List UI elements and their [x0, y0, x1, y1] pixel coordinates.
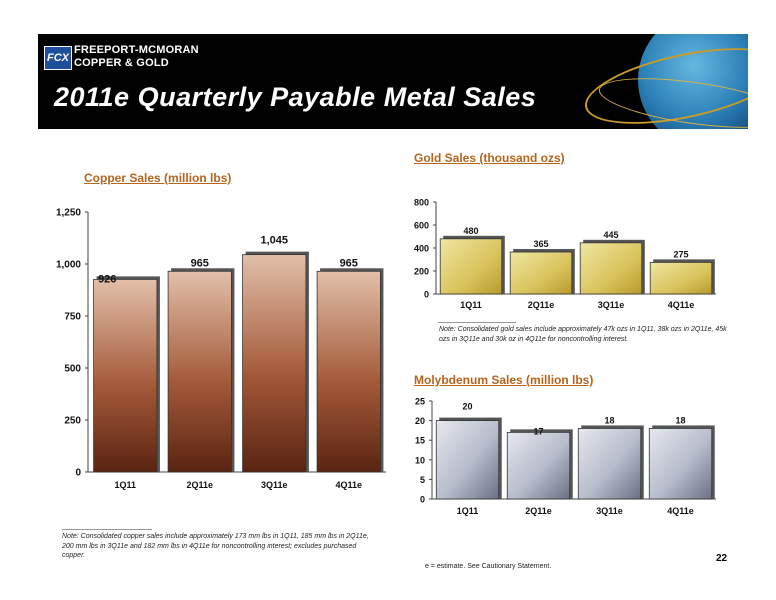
logo-line-2: COPPER & GOLD	[74, 57, 169, 69]
moly-value-label: 18	[604, 415, 614, 425]
gold-y-tick-label: 0	[424, 290, 429, 300]
gold-y-tick-label: 200	[414, 267, 429, 277]
moly-value-label: 18	[675, 415, 685, 425]
moly-y-tick-label: 25	[415, 397, 425, 407]
gold-bar-4Q11e	[649, 261, 713, 295]
moly-value-label: 17	[533, 426, 543, 436]
moly-bar-4Q11e	[648, 428, 713, 500]
copper-category-label: 1Q11	[114, 480, 136, 490]
moly-bar-1Q11	[435, 420, 500, 500]
copper-y-tick-label: 0	[75, 468, 81, 479]
copper-y-tick-label: 500	[64, 364, 81, 375]
moly-y-tick-label: 15	[415, 436, 425, 446]
moly-y-tick-label: 5	[420, 475, 425, 485]
estimate-footnote: e = estimate. See Cautionary Statement.	[425, 563, 552, 570]
copper-bar-4Q11e	[316, 270, 381, 473]
gold-category-label: 4Q11e	[668, 300, 695, 310]
gold-value-label: 480	[463, 226, 478, 236]
moly-chart-title: Molybdenum Sales (million lbs)	[414, 373, 594, 387]
gold-y-tick-label: 600	[414, 221, 429, 231]
copper-y-tick-label: 250	[64, 416, 81, 427]
gold-category-label: 1Q11	[460, 300, 482, 310]
gold-bar-1Q11	[439, 238, 503, 295]
gold-category-label: 2Q11e	[528, 300, 555, 310]
gold-category-label: 3Q11e	[598, 300, 625, 310]
gold-value-label: 445	[603, 230, 618, 240]
moly-bar-2Q11e	[506, 431, 571, 500]
moly-category-label: 4Q11e	[667, 506, 694, 516]
gold-y-tick-label: 400	[414, 244, 429, 254]
moly-value-label: 20	[462, 402, 472, 412]
copper-bar-2Q11e	[167, 270, 232, 473]
gold-value-label: 365	[533, 239, 548, 249]
copper-bar-3Q11e	[242, 254, 307, 473]
company-logo-text: FREEPORT-MCMORAN COPPER & GOLD	[74, 44, 199, 70]
gold-value-label: 275	[673, 249, 688, 259]
gold-sales-chart: 0 200 400 600 800 480 1Q11 365 2Q11e 445 3Q11e 275 4…	[414, 198, 716, 310]
copper-value-label: 926	[98, 273, 116, 285]
gold-note: Note: Consolidated gold sales include ap…	[439, 326, 727, 343]
gold-y-tick-label: 800	[414, 198, 429, 208]
moly-category-label: 1Q11	[457, 506, 479, 516]
copper-value-label: 965	[191, 257, 209, 269]
moly-category-label: 2Q11e	[525, 506, 552, 516]
copper-y-tick-label: 1,000	[56, 260, 81, 271]
moly-y-tick-label: 10	[415, 455, 425, 465]
company-logo-mark: FCX	[44, 46, 72, 70]
gold-note-rule	[438, 322, 516, 323]
copper-category-label: 3Q11e	[261, 480, 288, 490]
copper-value-label: 1,045	[260, 235, 288, 247]
copper-note-rule	[62, 529, 152, 530]
copper-y-tick-label: 750	[64, 312, 81, 323]
gold-bar-3Q11e	[579, 242, 643, 295]
copper-category-label: 4Q11e	[335, 480, 362, 490]
copper-bar-1Q11	[93, 278, 158, 473]
copper-chart-title: Copper Sales (million lbs)	[84, 171, 232, 185]
globe-graphic	[638, 34, 748, 129]
gold-bar-2Q11e	[509, 251, 573, 295]
copper-category-label: 2Q11e	[186, 480, 213, 490]
moly-sales-chart: 0 5 10 15 20 25 20 1Q11 17 2Q11e 18 3Q11e 18 4Q11e	[415, 397, 716, 516]
logo-line-1: FREEPORT-MCMORAN	[74, 44, 199, 56]
page-title: 2011e Quarterly Payable Metal Sales	[54, 82, 537, 112]
copper-note: Note: Consolidated copper sales include …	[62, 533, 369, 559]
header-banner: FCX FREEPORT-MCMORAN COPPER & GOLD 2011e…	[38, 34, 748, 129]
moly-category-label: 3Q11e	[596, 506, 623, 516]
copper-value-label: 965	[340, 257, 358, 269]
page-number: 22	[716, 553, 728, 564]
moly-y-tick-label: 0	[420, 495, 425, 505]
gold-chart-title: Gold Sales (thousand ozs)	[414, 151, 565, 165]
moly-bar-3Q11e	[577, 428, 642, 500]
copper-y-tick-label: 1,250	[56, 208, 81, 219]
copper-sales-chart: 0 250 500 750 1,000 1,250 926 1Q11 965 2Q11e 1,045…	[56, 208, 386, 490]
moly-y-tick-label: 20	[415, 416, 425, 426]
